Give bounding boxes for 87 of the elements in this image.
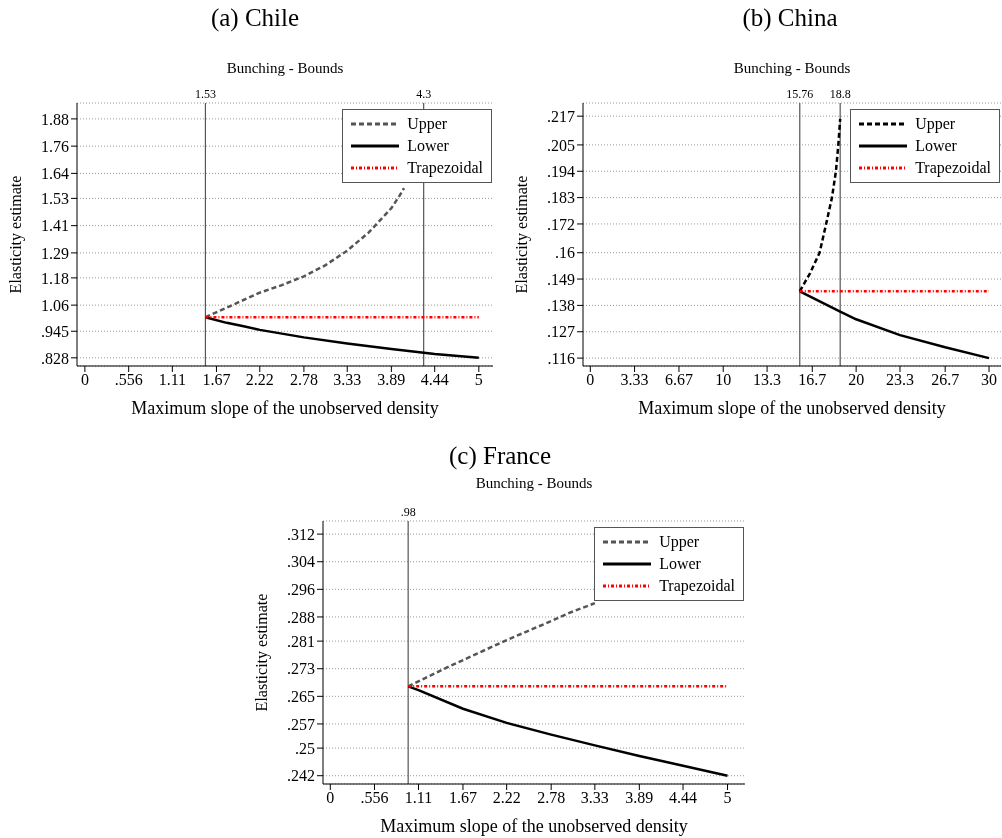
y-tick-label: 1.41 — [41, 217, 69, 235]
y-tick-label: .16 — [555, 244, 575, 262]
y-tick-label: .127 — [547, 323, 575, 341]
x-tick-label: 2.78 — [289, 371, 318, 389]
x-tick-label: 1.11 — [158, 371, 187, 389]
y-tick-label: .945 — [41, 322, 69, 340]
legend-label: Upper — [915, 115, 956, 133]
x-tick-label: 3.33 — [580, 789, 609, 807]
y-tick-label: .265 — [287, 688, 315, 706]
chart-title: (b) China — [741, 3, 839, 34]
y-tick-label: 1.06 — [41, 296, 69, 314]
x-tick-label: .556 — [114, 371, 143, 389]
y-tick-label: .138 — [547, 297, 575, 315]
chart-title: (a) Chile — [209, 3, 301, 34]
x-tick-label: 30 — [981, 371, 998, 389]
chart-title: (c) France — [448, 441, 552, 472]
legend-label: Lower — [659, 555, 701, 573]
x-tick-label: 5 — [474, 371, 483, 389]
legend-label: Trapezoidal — [915, 159, 991, 177]
y-tick-label: .257 — [287, 715, 315, 733]
ref-line-label: 4.3 — [416, 87, 432, 101]
x-tick-label: 1.67 — [448, 789, 477, 807]
ref-line-label: 15.76 — [786, 87, 814, 101]
legend-label: Lower — [915, 137, 957, 155]
x-tick-label: 16.7 — [798, 371, 827, 389]
legend-label: Upper — [407, 115, 448, 133]
y-tick-label: .25 — [295, 739, 315, 757]
y-tick-label: .183 — [547, 189, 575, 207]
x-tick-label: 3.33 — [620, 371, 649, 389]
x-tick-label: 4.44 — [669, 789, 698, 807]
y-tick-label: .116 — [547, 349, 575, 367]
y-tick-label: 1.29 — [41, 244, 69, 262]
y-tick-label: .205 — [547, 136, 575, 154]
x-tick-label: .556 — [360, 789, 389, 807]
x-tick-label: 6.67 — [664, 371, 693, 389]
x-tick-label: 3.89 — [625, 789, 654, 807]
chart-subtitle: Bunching - Bounds — [225, 59, 345, 78]
x-tick-label: 10 — [715, 371, 732, 389]
x-tick-label: 3.33 — [333, 371, 362, 389]
y-tick-label: 1.53 — [41, 190, 69, 208]
x-axis-title: Maximum slope of the unobserved density — [380, 816, 688, 836]
x-tick-label: 26.7 — [931, 371, 960, 389]
y-tick-label: 1.88 — [41, 110, 69, 128]
legend-label: Lower — [407, 137, 449, 155]
legend-label: Trapezoidal — [407, 159, 483, 177]
ref-line-label: .98 — [400, 505, 416, 519]
x-tick-label: 2.78 — [537, 789, 566, 807]
y-tick-label: .288 — [287, 608, 315, 626]
x-axis-title: Maximum slope of the unobserved density — [131, 398, 439, 418]
y-tick-label: .149 — [547, 270, 575, 288]
chart-subtitle: Bunching - Bounds — [474, 474, 594, 493]
y-axis-title: Elasticity estimate — [6, 175, 25, 294]
y-tick-label: .281 — [287, 632, 315, 650]
x-tick-label: 4.44 — [420, 371, 449, 389]
y-tick-label: 1.76 — [41, 137, 69, 155]
y-tick-label: 1.64 — [41, 165, 69, 183]
y-tick-label: .217 — [547, 107, 575, 125]
y-axis-title: Elasticity estimate — [252, 593, 271, 712]
legend-label: Trapezoidal — [659, 577, 735, 595]
legend-label: Upper — [659, 533, 700, 551]
x-tick-label: 0 — [586, 371, 595, 389]
x-tick-label: 2.22 — [492, 789, 521, 807]
x-axis-title: Maximum slope of the unobserved density — [638, 398, 946, 418]
y-tick-label: .304 — [287, 553, 315, 571]
ref-line-label: 1.53 — [194, 87, 216, 101]
y-tick-label: .273 — [287, 660, 315, 678]
y-tick-label: .242 — [287, 767, 315, 785]
y-tick-label: .194 — [547, 162, 575, 180]
y-tick-label: .296 — [287, 581, 315, 599]
x-tick-label: 13.3 — [753, 371, 782, 389]
y-tick-label: 1.18 — [41, 269, 69, 287]
x-tick-label: 1.67 — [202, 371, 231, 389]
line-series — [204, 315, 481, 360]
x-tick-label: 20 — [848, 371, 865, 389]
x-tick-label: 0 — [80, 371, 89, 389]
x-tick-label: 0 — [326, 789, 335, 807]
ref-line-label: 18.8 — [829, 87, 851, 101]
x-tick-label: 2.22 — [245, 371, 274, 389]
y-tick-label: .828 — [41, 349, 69, 367]
x-tick-label: 1.11 — [404, 789, 433, 807]
y-axis-title: Elasticity estimate — [512, 175, 531, 294]
x-tick-label: 5 — [723, 789, 732, 807]
y-tick-label: .312 — [287, 525, 315, 543]
x-tick-label: 23.3 — [885, 371, 914, 389]
y-tick-label: .172 — [547, 215, 575, 233]
chart-subtitle: Bunching - Bounds — [732, 59, 852, 78]
x-tick-label: 3.89 — [377, 371, 406, 389]
